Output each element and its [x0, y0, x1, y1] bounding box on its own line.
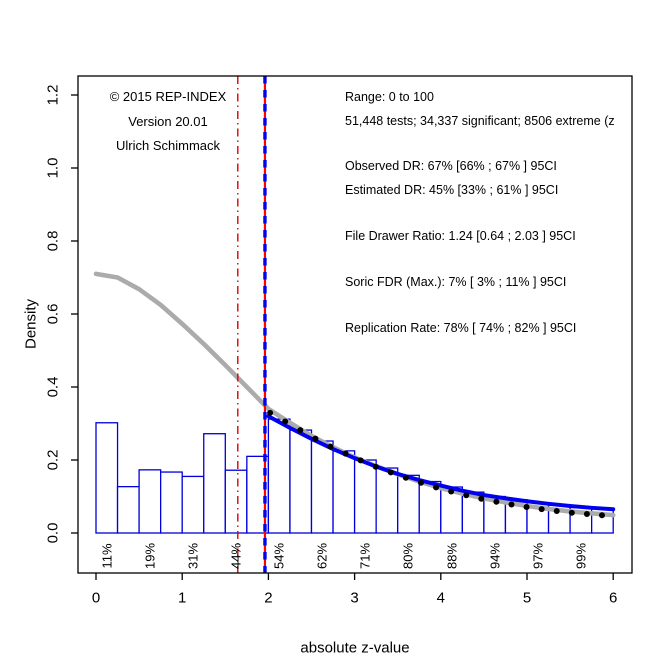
fit-dot: [448, 488, 455, 495]
fit-dot: [583, 510, 590, 517]
fit-dot: [417, 479, 424, 486]
annotation-range: Range: 0 to 100: [345, 90, 434, 104]
annotation-author: Ulrich Schimmack: [115, 138, 220, 153]
annotation-soric-fdr: Soric FDR (Max.): 7% [ 3% ; 11% ] 95CI: [345, 275, 567, 289]
histogram-bar: [310, 440, 334, 534]
annotation-replication-rate: Replication Rate: 78% [ 74% ; 82% ] 95CI: [345, 321, 577, 335]
bar-percent-label: 88%: [444, 542, 460, 570]
x-tick-label: 1: [178, 589, 187, 607]
x-tick-label: 0: [91, 589, 101, 607]
bar-percent-label: 97%: [530, 542, 546, 570]
y-tick-label: 0.8: [44, 230, 62, 252]
fit-dot: [553, 507, 560, 514]
fit-dot: [478, 495, 485, 502]
fit-dot: [568, 509, 575, 516]
fit-dot: [297, 427, 304, 434]
fit-dot: [357, 457, 364, 464]
x-tick-label: 6: [609, 589, 618, 607]
y-tick-label: 0.4: [44, 376, 62, 398]
fit-dot: [538, 506, 545, 513]
histogram-bar: [224, 469, 248, 534]
bar-percent-label: 71%: [357, 542, 373, 570]
y-tick-label: 0.2: [44, 449, 62, 471]
bar-percent-label: 62%: [314, 542, 330, 570]
x-tick-label: 3: [350, 589, 359, 607]
fit-dot: [372, 463, 379, 470]
histogram-bar: [95, 422, 119, 534]
fit-dot: [387, 469, 394, 476]
y-tick-label: 0.0: [44, 522, 62, 544]
x-tick-label: 4: [436, 589, 445, 607]
fit-dot: [402, 474, 409, 481]
x-axis-title: absolute z-value: [300, 639, 410, 657]
annotation-test-counts: 51,448 tests; 34,337 significant; 8506 e…: [345, 114, 615, 128]
x-tick-label: 5: [522, 589, 532, 607]
bar-percent-label: 99%: [573, 542, 589, 570]
annotation-file-drawer: File Drawer Ratio: 1.24 [0.64 ; 2.03 ] 9…: [345, 229, 576, 243]
annotation-estimated-dr: Estimated DR: 45% [33% ; 61% ] 95CI: [345, 183, 559, 197]
histogram-bar: [159, 471, 183, 534]
y-axis-title: Density: [22, 298, 40, 350]
bar-percent-label: 19%: [142, 542, 158, 570]
histogram-bar: [375, 467, 399, 534]
annotation-version: Version 20.01: [128, 113, 208, 129]
fit-dot: [312, 435, 319, 442]
fit-dot: [523, 504, 530, 511]
bar-percent-label: 94%: [487, 542, 503, 570]
histogram-bar: [397, 474, 420, 534]
fit-dot: [598, 512, 605, 519]
fit-dot: [493, 498, 500, 505]
histogram-bar: [353, 459, 377, 534]
fit-dot: [463, 492, 470, 499]
histogram-bar: [138, 469, 162, 534]
bar-percent-label: 54%: [271, 542, 287, 570]
bar-percent-label: 80%: [400, 542, 416, 570]
y-tick-label: 0.6: [44, 303, 62, 325]
histogram-bar: [267, 418, 291, 534]
y-tick-label: 1.2: [44, 84, 62, 106]
x-tick-label: 2: [264, 589, 273, 607]
bar-percent-label: 44%: [228, 542, 244, 570]
histogram-bar: [181, 475, 205, 534]
annotation-observed-dr: Observed DR: 67% [66% ; 67% ] 95CI: [345, 159, 557, 173]
blue-projection-curve: [266, 414, 616, 512]
bar-percent-label: 31%: [185, 542, 201, 570]
fit-dot: [327, 443, 334, 450]
annotation-copyright: © 2015 REP-INDEX: [109, 89, 227, 104]
y-tick-label: 1.0: [44, 157, 62, 179]
fit-dot: [267, 409, 274, 416]
fit-dot: [508, 501, 515, 508]
fit-dot: [282, 418, 289, 425]
annotation-credit-block: © 2015 REP-INDEX Version 20.01 Ulrich Sc…: [88, 85, 248, 159]
histogram-bar: [332, 450, 356, 534]
histogram-bar: [116, 485, 140, 534]
annotation-stats-block: Range: 0 to 100 51,448 tests; 34,337 sig…: [345, 80, 633, 346]
histogram-bar: [203, 433, 226, 534]
fit-dot: [433, 484, 440, 491]
fit-dot: [342, 450, 349, 457]
histogram-bar: [289, 429, 313, 534]
bar-percent-label: 11%: [99, 543, 115, 569]
